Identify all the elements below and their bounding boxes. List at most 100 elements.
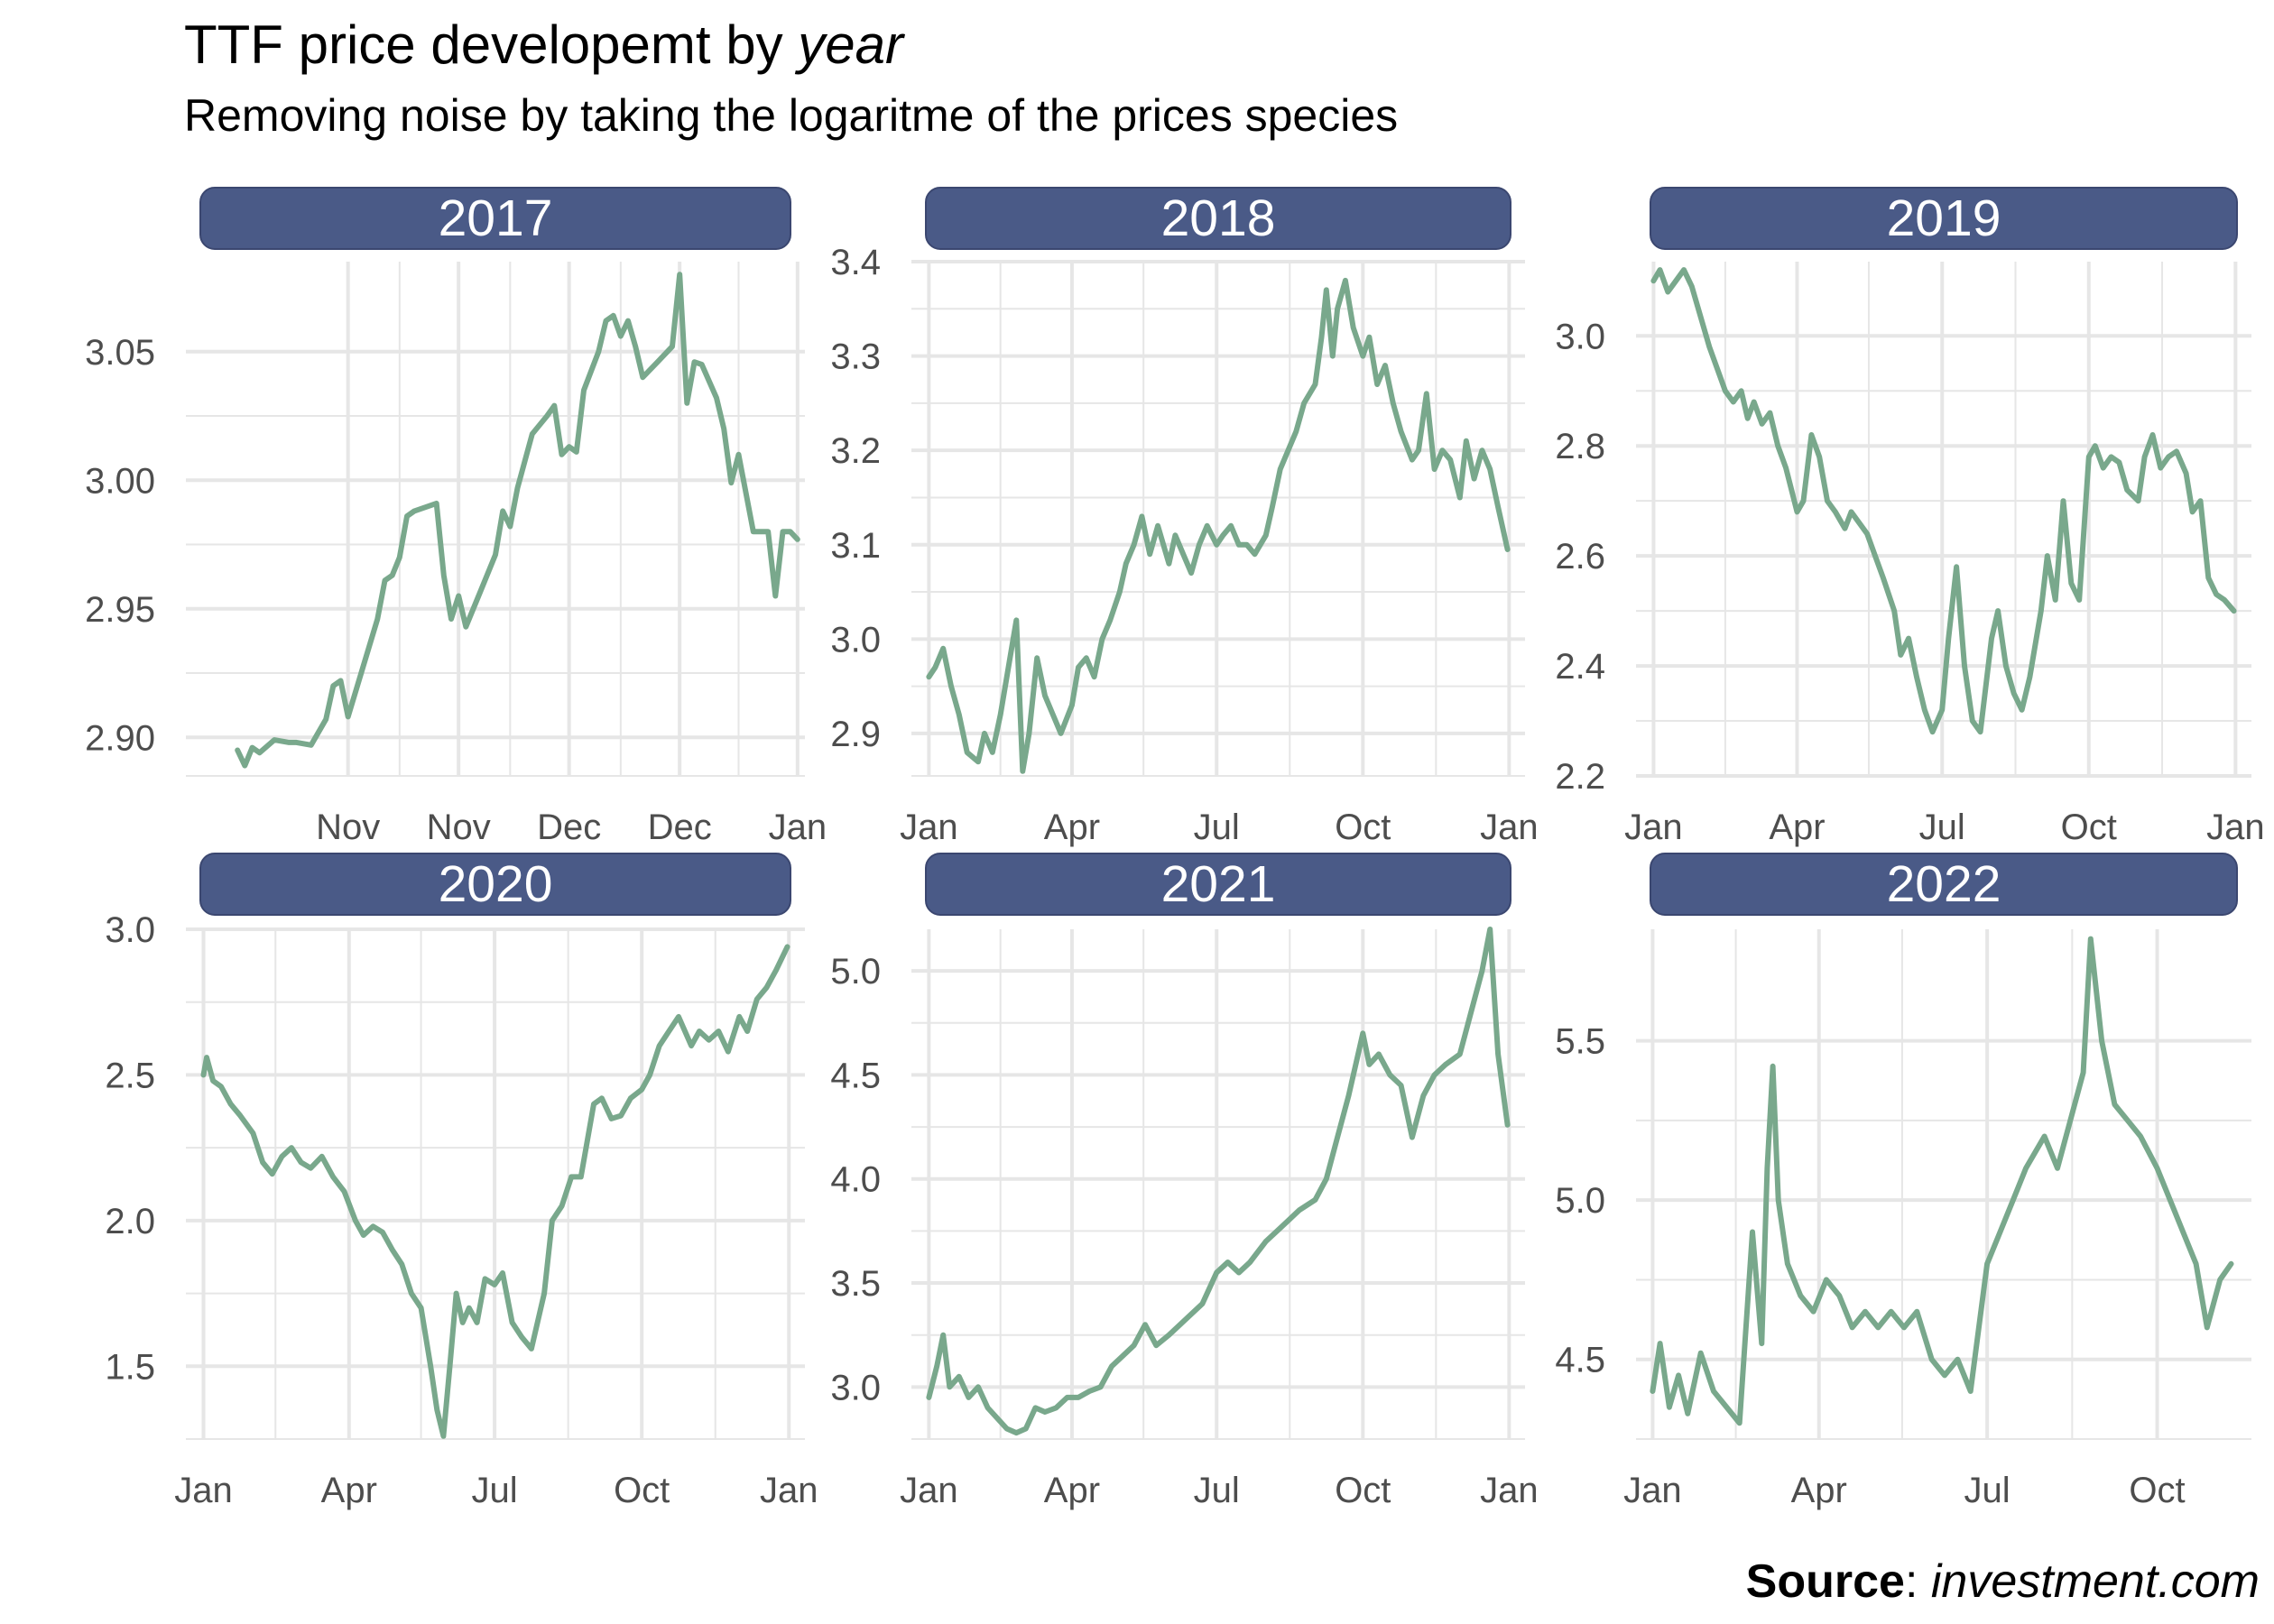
x-tick-label: Jul	[1919, 807, 1965, 847]
grid-lines	[1636, 262, 2251, 778]
y-axis: 2.2 2.4 2.6 2.8 3.0	[1555, 317, 1605, 797]
x-tick-label: Jan	[2206, 807, 2265, 847]
facet-strip-background	[199, 187, 791, 250]
x-tick-label: Jan	[769, 807, 827, 847]
x-tick-label: Jul	[1964, 1471, 2011, 1510]
series-line	[926, 277, 1511, 774]
y-axis: 2.9 3.0 3.1 3.2 3.3 3.4	[830, 243, 881, 754]
x-axis: Jan Apr Jul Oct Jan	[1624, 807, 2264, 847]
y-tick-label: 2.95	[85, 590, 155, 630]
grid-lines	[1636, 929, 2251, 1440]
x-tick-label: Oct	[1335, 807, 1391, 847]
x-tick-label: Jan	[760, 1471, 818, 1510]
series-line	[926, 927, 1511, 1436]
series-line	[235, 272, 800, 769]
y-tick-label: 2.90	[85, 718, 155, 758]
x-tick-label: Apr	[1044, 807, 1100, 847]
y-tick-label: 3.5	[830, 1264, 881, 1304]
facet-panel-2022: 2022 4.5 5.0 5.5 Jan Apr Jul Oct	[1555, 853, 2251, 1510]
facet-strip: 2020	[199, 853, 791, 916]
y-tick-label: 3.0	[830, 1368, 881, 1407]
y-tick-label: 2.5	[105, 1056, 155, 1095]
facet-strip: 2018	[925, 187, 1511, 250]
x-tick-label: Oct	[1335, 1471, 1391, 1510]
facet-strip-label: 2019	[1887, 189, 2001, 247]
x-tick-label: Oct	[614, 1471, 670, 1510]
y-tick-label: 5.0	[830, 952, 881, 992]
y-tick-label: 4.5	[1555, 1341, 1605, 1380]
facet-strip: 2019	[1650, 187, 2238, 250]
y-tick-label: 5.5	[1555, 1022, 1605, 1062]
facet-panel-2018: 2018 2.9 3.0 3.1 3.2 3.3 3.4 Jan Apr Jul Oct Jan	[830, 187, 1539, 847]
x-tick-label: Jul	[1194, 1471, 1240, 1510]
x-tick-label: Apr	[321, 1471, 377, 1510]
y-tick-label: 4.0	[830, 1160, 881, 1200]
x-tick-label: Apr	[1791, 1471, 1847, 1510]
y-tick-label: 3.2	[830, 431, 881, 471]
x-tick-label: Dec	[537, 807, 601, 847]
y-tick-label: 3.00	[85, 461, 155, 501]
series-line	[1650, 267, 2237, 735]
chart-caption: Source: investment.com	[1746, 1555, 2260, 1608]
y-axis: 2.90 2.95 3.00 3.05	[85, 333, 155, 759]
x-axis: Jan Apr Jul Oct Jan	[174, 1471, 818, 1510]
facet-strip-background	[1650, 187, 2238, 250]
x-tick-label: Oct	[2061, 807, 2117, 847]
chart-title: TTF price developemt by year	[184, 14, 905, 75]
y-tick-label: 3.05	[85, 333, 155, 373]
x-tick-label: Nov	[427, 807, 491, 847]
facet-panel-2017: 2017 2.90 2.95 3.00 3.05 Nov Nov Dec Dec Jan	[85, 187, 827, 847]
y-axis: 1.5 2.0 2.5 3.0	[105, 910, 155, 1387]
y-tick-label: 2.9	[830, 715, 881, 754]
y-axis: 3.0 3.5 4.0 4.5 5.0	[830, 952, 881, 1407]
y-tick-label: 2.6	[1555, 537, 1605, 577]
x-axis: Jan Apr Jul Oct Jan	[900, 1471, 1539, 1510]
facet-panel-2021: 2021 3.0 3.5 4.0 4.5 5.0 Jan Apr Jul Oct Jan	[830, 853, 1539, 1510]
y-axis: 4.5 5.0 5.5	[1555, 1022, 1605, 1380]
facet-strip: 2021	[925, 853, 1511, 916]
x-tick-label: Jan	[1480, 807, 1539, 847]
series-line	[200, 944, 790, 1439]
x-tick-label: Jul	[1194, 807, 1240, 847]
x-axis: Nov Nov Dec Dec Jan	[316, 807, 827, 847]
x-axis: Jan Apr Jul Oct	[1623, 1471, 2185, 1510]
x-tick-label: Jan	[900, 1471, 958, 1510]
y-tick-label: 4.5	[830, 1056, 881, 1095]
series-line	[1650, 936, 2234, 1426]
facet-strip-background	[199, 853, 791, 916]
y-tick-label: 3.4	[830, 243, 881, 282]
facet-strip-label: 2020	[439, 855, 553, 913]
y-tick-label: 2.2	[1555, 757, 1605, 797]
facet-strip-label: 2017	[439, 189, 553, 247]
facet-strip-label: 2021	[1161, 855, 1276, 913]
x-tick-label: Jan	[1624, 807, 1683, 847]
x-tick-label: Dec	[648, 807, 712, 847]
facet-strip-label: 2022	[1887, 855, 2001, 913]
y-tick-label: 3.0	[1555, 317, 1605, 356]
facet-strip-background	[1650, 853, 2238, 916]
x-tick-label: Jan	[1480, 1471, 1539, 1510]
chart-subtitle: Removing noise by taking the logaritme o…	[184, 90, 1398, 141]
facet-strip-background	[925, 187, 1511, 250]
y-tick-label: 3.3	[830, 337, 881, 377]
facet-strip-background	[925, 853, 1511, 916]
facet-strip: 2017	[199, 187, 791, 250]
y-tick-label: 1.5	[105, 1347, 155, 1387]
facet-panel-2020: 2020 1.5 2.0 2.5 3.0 Jan Apr Jul Oct Jan	[105, 853, 818, 1510]
grid-lines	[186, 262, 805, 777]
x-tick-label: Jul	[472, 1471, 518, 1510]
grid-lines	[186, 927, 805, 1440]
y-tick-label: 3.0	[830, 620, 881, 660]
y-tick-label: 3.0	[105, 910, 155, 950]
facet-strip-label: 2018	[1161, 189, 1276, 247]
x-tick-label: Apr	[1044, 1471, 1100, 1510]
x-axis: Jan Apr Jul Oct Jan	[900, 807, 1539, 847]
x-tick-label: Oct	[2129, 1471, 2185, 1510]
x-tick-label: Jan	[174, 1471, 233, 1510]
grid-lines	[911, 929, 1525, 1440]
x-tick-label: Jan	[900, 807, 958, 847]
x-tick-label: Apr	[1769, 807, 1825, 847]
facet-panel-2019: 2019 2.2 2.4 2.6 2.8 3.0 Jan Apr Jul Oct Jan	[1555, 187, 2265, 847]
facet-strip: 2022	[1650, 853, 2238, 916]
